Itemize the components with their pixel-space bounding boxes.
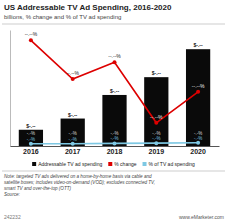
- legend-item: % of TV ad spending: [143, 161, 196, 167]
- data-label: $-.--: [152, 70, 162, 76]
- data-label: --.--%: [150, 114, 163, 120]
- inner-label: -.-%: [27, 131, 35, 136]
- data-label: -.-%: [152, 136, 160, 141]
- data-label: $-.--: [26, 123, 36, 129]
- point: [29, 38, 33, 42]
- bar: [61, 119, 85, 146]
- legend-swatch: [32, 162, 36, 166]
- x-tick-label: 2018: [107, 148, 123, 155]
- legend-item: % change: [108, 161, 136, 167]
- x-tick-label: 2019: [149, 148, 165, 155]
- point: [196, 90, 200, 94]
- data-label: $-.--: [110, 88, 120, 94]
- data-label: -.-%: [194, 136, 202, 141]
- x-axis: 2016 2017 2018 2019 2020: [11, 146, 220, 155]
- source: www.eMarketer.com: [179, 214, 224, 220]
- data-label: $-.--: [68, 112, 78, 118]
- inner-label: -.-%: [69, 131, 77, 136]
- legend: Addressable TV ad spending % change % of T…: [32, 161, 195, 167]
- bar: [102, 95, 126, 146]
- x-tick: 2020: [190, 146, 206, 155]
- data-label: $-.--: [194, 42, 204, 48]
- x-tick-label: 2017: [65, 148, 81, 155]
- data-label: --.--%: [25, 31, 38, 37]
- legend-item: Addressable TV ad spending: [32, 161, 102, 167]
- data-label: -.-%: [110, 136, 118, 141]
- subtitle: billions, % change and % of TV ad spendi…: [4, 14, 121, 20]
- y-axis-line: [10, 31, 11, 147]
- point: [154, 141, 158, 145]
- data-labels: $-.--$-.--$-.--$-.--$-.---.-% -.-% -.-% …: [25, 31, 205, 141]
- chart-id: 242232: [4, 214, 21, 220]
- point: [196, 141, 200, 145]
- legend-label: Addressable TV ad spending: [38, 161, 102, 167]
- inner-label: -.-%: [110, 131, 118, 136]
- legend-label: % of TV ad spending: [149, 161, 196, 167]
- plot-marks: [19, 38, 210, 146]
- point: [29, 142, 33, 146]
- x-tick: 2019: [149, 146, 165, 155]
- data-label: -.-%: [27, 137, 35, 142]
- point: [113, 141, 117, 145]
- data-label: --.--%: [108, 53, 121, 59]
- chart: US Addressable TV Ad Spending, 2016-2020…: [0, 0, 227, 222]
- title: US Addressable TV Ad Spending, 2016-2020: [4, 3, 172, 12]
- point: [71, 142, 75, 146]
- x-tick-label: 2020: [190, 148, 206, 155]
- x-axis-line: [11, 146, 220, 147]
- x-tick-label: 2016: [23, 148, 39, 155]
- point: [113, 60, 117, 64]
- legend-label: % change: [114, 161, 136, 167]
- note: Note: targeted TV ads delivered on a hom…: [4, 174, 155, 197]
- data-label: --.--%: [66, 70, 79, 76]
- x-tick: 2016: [23, 146, 39, 155]
- line: [31, 142, 198, 145]
- x-tick: 2017: [65, 146, 81, 155]
- point: [154, 121, 158, 125]
- note-line: Source:: [4, 192, 21, 197]
- separator: [2, 24, 225, 25]
- note-line: Note: targeted TV ads delivered on a hom…: [4, 174, 152, 179]
- separator: [2, 171, 225, 172]
- legend-swatch: [108, 162, 112, 166]
- legend-swatch: [143, 162, 147, 166]
- y-axis: [10, 31, 11, 147]
- note-line: smart TV and over-the-top (OTT): [4, 186, 72, 191]
- data-label: -.-%: [69, 137, 77, 142]
- line: [31, 40, 198, 122]
- data-label: --.--%: [192, 83, 205, 89]
- note-line: satellite boxes; includes video-on-deman…: [4, 180, 155, 185]
- x-tick: 2018: [107, 146, 123, 155]
- point: [71, 77, 75, 81]
